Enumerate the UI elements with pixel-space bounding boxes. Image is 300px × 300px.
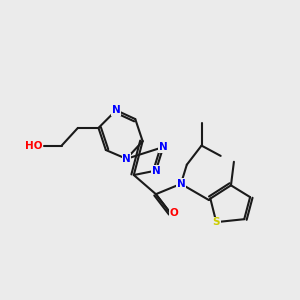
Text: S: S xyxy=(212,217,220,227)
Text: O: O xyxy=(169,208,178,218)
Text: N: N xyxy=(176,179,185,189)
Text: HO: HO xyxy=(25,141,43,151)
Text: N: N xyxy=(152,166,160,176)
Text: N: N xyxy=(112,105,121,115)
Text: N: N xyxy=(122,154,131,164)
Text: N: N xyxy=(159,142,168,152)
